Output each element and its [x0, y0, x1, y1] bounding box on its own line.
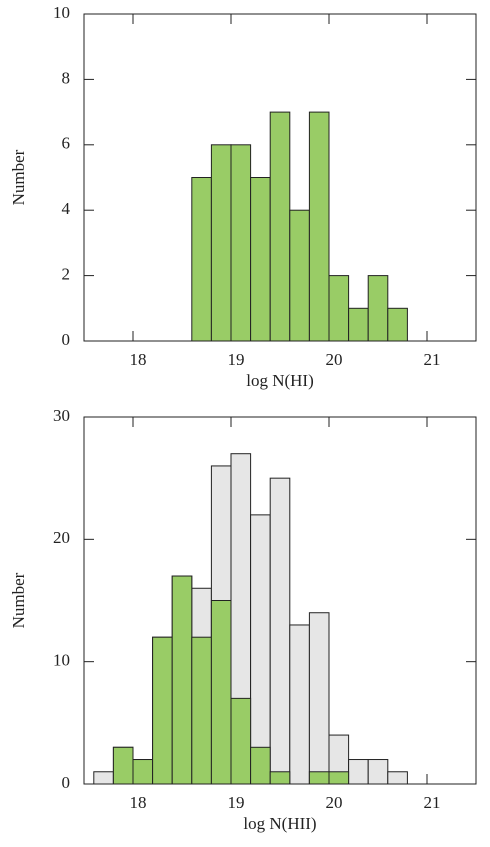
histogram-bar	[230, 144, 252, 342]
y-axis-label: Number	[9, 572, 28, 628]
x-tick-label: 18	[130, 350, 147, 369]
histogram-bar	[348, 307, 369, 342]
histogram-bar	[250, 177, 271, 342]
histogram-bar	[328, 275, 350, 342]
histogram-bar	[308, 771, 330, 785]
histogram-bar	[152, 636, 173, 785]
y-tick-label: 8	[62, 68, 71, 87]
histogram-bar	[250, 514, 271, 785]
histogram-bar	[93, 771, 114, 785]
y-tick-label: 30	[53, 406, 70, 425]
x-tick-label: 21	[424, 350, 441, 369]
histogram-bar	[269, 477, 291, 785]
x-axis-label: log N(HII)	[243, 814, 316, 833]
histogram-bar	[171, 575, 193, 785]
y-tick-label: 6	[62, 134, 71, 153]
histogram-bar	[367, 275, 389, 342]
histogram-bar	[308, 111, 330, 342]
y-tick-label: 10	[53, 3, 70, 22]
histogram-bar	[191, 636, 212, 785]
x-tick-label: 18	[130, 793, 147, 812]
histogram-bar	[210, 144, 232, 342]
histogram-bar	[230, 697, 252, 785]
histogram-bar	[308, 612, 330, 785]
y-tick-label: 10	[53, 651, 70, 670]
plot-frame	[83, 13, 477, 342]
histogram-bar	[269, 111, 291, 342]
histogram-bar	[387, 307, 408, 342]
x-tick-label: 20	[326, 793, 343, 812]
x-tick-label: 21	[424, 793, 441, 812]
plot-frame	[83, 416, 477, 785]
histogram-bar	[191, 177, 212, 342]
y-tick-label: 0	[62, 773, 71, 792]
histogram-bar	[367, 759, 389, 785]
histogram-bar	[250, 746, 271, 785]
histogram-bar	[210, 600, 232, 785]
y-tick-label: 20	[53, 528, 70, 547]
x-axis-label: log N(HI)	[246, 371, 314, 390]
histogram-bar	[328, 771, 350, 785]
histogram-bar	[289, 209, 310, 342]
x-tick-label: 20	[326, 350, 343, 369]
y-tick-label: 4	[62, 199, 71, 218]
y-tick-label: 0	[62, 330, 71, 349]
x-tick-label: 19	[228, 350, 245, 369]
y-axis-label: Number	[9, 149, 28, 205]
histogram-bar	[289, 624, 310, 785]
x-tick-label: 19	[228, 793, 245, 812]
histogram-bar	[387, 771, 408, 785]
histogram-bar	[132, 759, 154, 785]
y-tick-label: 2	[62, 265, 71, 284]
histogram-bar	[112, 746, 134, 785]
histogram-bar	[348, 759, 369, 785]
histogram-bar	[269, 771, 291, 785]
